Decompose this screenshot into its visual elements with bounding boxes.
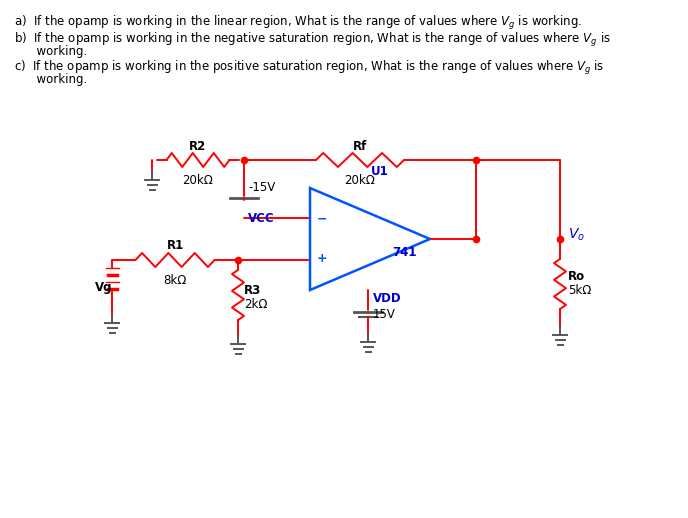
Text: 2kΩ: 2kΩ [244,298,268,311]
Text: Vg: Vg [95,281,113,295]
Text: c)  If the opamp is working in the positive saturation region, What is the range: c) If the opamp is working in the positi… [14,59,605,77]
Text: 15V: 15V [373,308,396,321]
Text: VDD: VDD [373,292,402,305]
Text: 5kΩ: 5kΩ [568,284,592,297]
Text: Ro: Ro [568,269,585,282]
Text: $V_o$: $V_o$ [568,227,585,243]
Text: Rf: Rf [353,140,367,153]
Text: working.: working. [14,45,87,58]
Text: b)  If the opamp is working in the negative saturation region, What is the range: b) If the opamp is working in the negati… [14,31,611,49]
Text: +: + [317,252,327,266]
Text: R1: R1 [166,239,184,252]
Text: 20kΩ: 20kΩ [182,174,213,187]
Text: 20kΩ: 20kΩ [345,174,376,187]
Text: R3: R3 [244,284,261,297]
Text: R2: R2 [189,140,206,153]
Text: -15V: -15V [248,181,275,194]
Text: VCC: VCC [248,212,275,225]
Text: 741: 741 [392,247,416,260]
Text: working.: working. [14,73,87,86]
Text: 8kΩ: 8kΩ [163,274,186,287]
Text: −: − [317,212,327,225]
Text: U1: U1 [371,165,389,178]
Text: a)  If the opamp is working in the linear region, What is the range of values wh: a) If the opamp is working in the linear… [14,14,582,32]
